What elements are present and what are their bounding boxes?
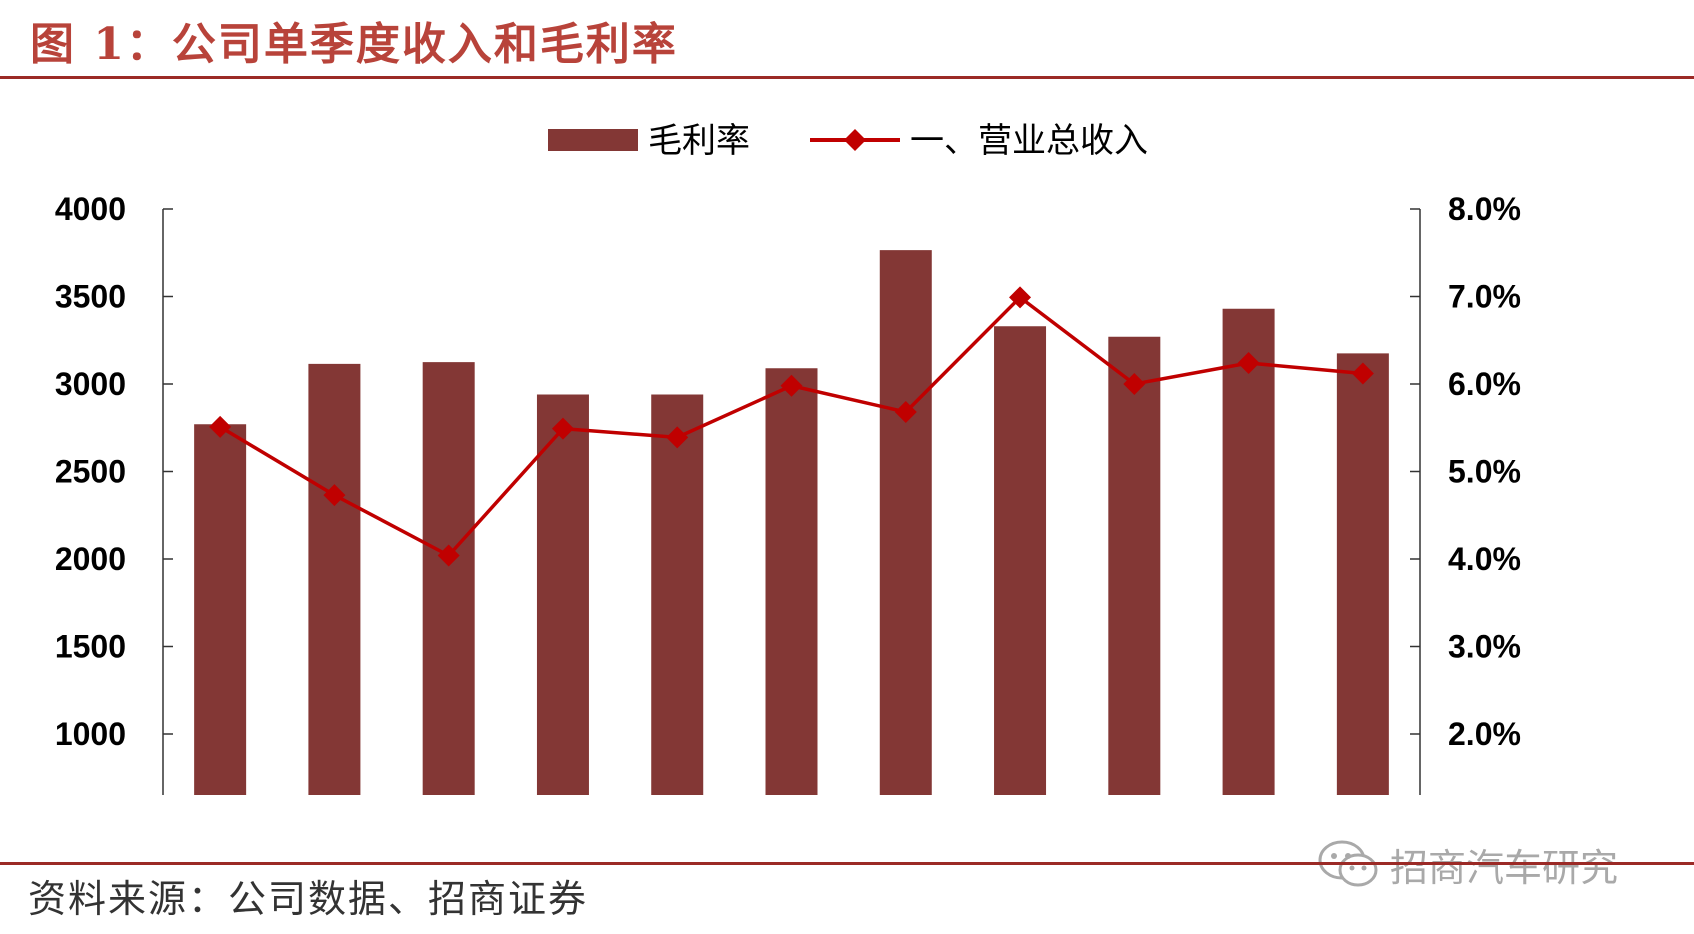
line-point <box>666 426 689 449</box>
bar <box>994 326 1047 795</box>
left-tick-label: 1500 <box>55 629 126 665</box>
right-tick-label: 2.0% <box>1448 716 1521 752</box>
bar <box>1222 308 1275 795</box>
line-point <box>437 544 460 567</box>
axes: 4000 3500 3000 2500 2000 1500 1000 8.0% 7.0% 6.0%… <box>55 191 1521 795</box>
legend-line-marker <box>844 129 866 151</box>
bar <box>651 394 704 795</box>
right-tick-label: 5.0% <box>1448 454 1521 490</box>
bottom-rule <box>0 862 1694 865</box>
revenue-line <box>209 286 1374 567</box>
bar <box>422 362 475 795</box>
figure-title: 图 1：公司单季度收入和毛利率 <box>30 19 678 70</box>
right-tick-label: 6.0% <box>1448 366 1521 402</box>
bar <box>1108 336 1161 795</box>
legend-bar-swatch <box>548 129 638 151</box>
left-tick-label: 2000 <box>55 541 126 577</box>
left-tick-label: 3000 <box>55 366 126 402</box>
line-point <box>1351 362 1374 385</box>
left-tick-label: 1000 <box>55 716 126 752</box>
left-tick-label: 2500 <box>55 454 126 490</box>
bar <box>879 250 932 795</box>
top-rule <box>0 76 1694 79</box>
source-note: 资料来源：公司数据、招商证券 <box>28 877 589 921</box>
bar <box>1336 353 1389 795</box>
line-point <box>1009 286 1032 309</box>
chart: 毛利率 一、营业总收入 4000 3500 3000 2500 2000 1500 1000… <box>55 121 1521 795</box>
right-tick-label: 4.0% <box>1448 541 1521 577</box>
bar <box>765 368 818 795</box>
watermark: 招商汽车研究 <box>1316 836 1618 892</box>
bar <box>194 424 247 795</box>
line-point <box>323 484 346 507</box>
line-point <box>1123 373 1146 395</box>
bars <box>194 250 1389 795</box>
left-tick-label: 4000 <box>55 191 126 227</box>
line-point <box>894 401 917 423</box>
bar <box>536 394 589 795</box>
legend-line-label: 一、营业总收入 <box>910 121 1148 161</box>
legend-bar-label: 毛利率 <box>648 121 750 161</box>
watermark-text: 招商汽车研究 <box>1390 845 1619 890</box>
line-point <box>1237 352 1260 374</box>
line-point <box>780 374 803 397</box>
right-tick-label: 8.0% <box>1448 191 1521 227</box>
right-tick-label: 7.0% <box>1448 279 1521 315</box>
right-tick-label: 3.0% <box>1448 629 1521 665</box>
line-point <box>551 417 574 440</box>
line-point <box>209 415 232 438</box>
bar <box>308 363 361 795</box>
left-tick-label: 3500 <box>55 279 126 315</box>
legend: 毛利率 一、营业总收入 <box>548 121 1148 161</box>
